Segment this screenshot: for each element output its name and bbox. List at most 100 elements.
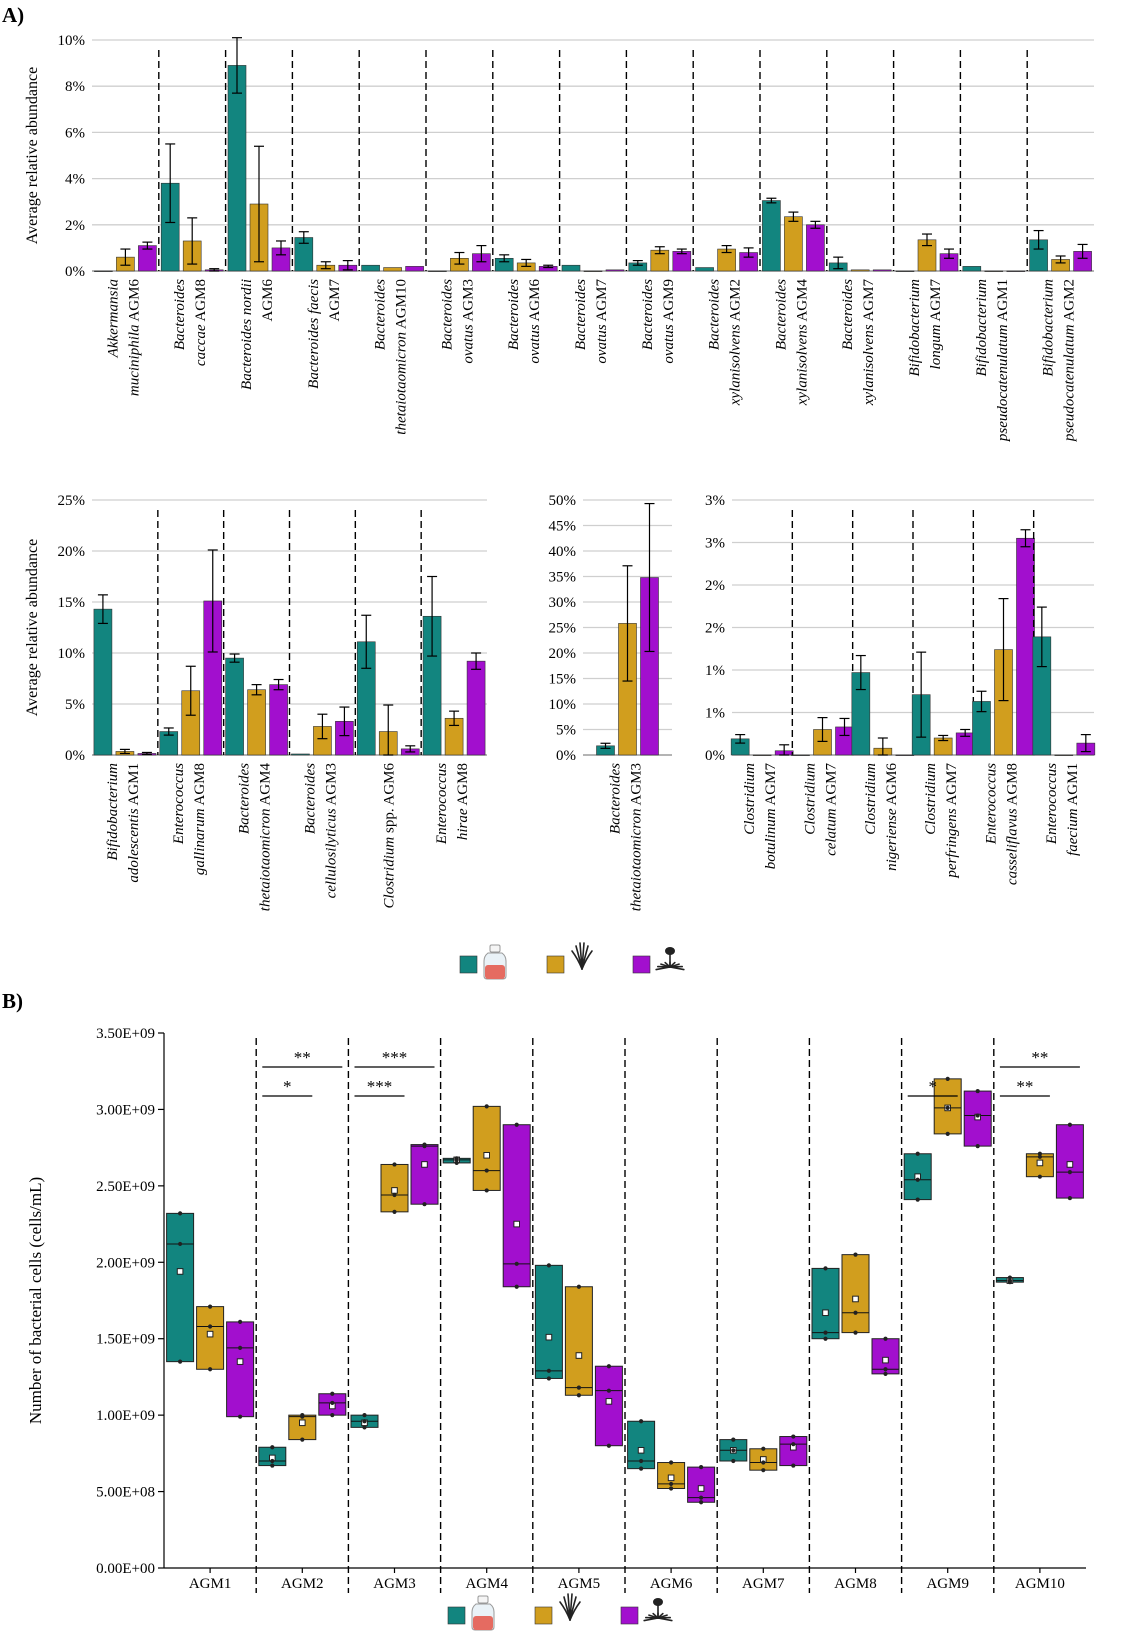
bar [850, 269, 870, 272]
y-tick-label: 3% [705, 493, 725, 509]
category-label: ovatus AGM3 [460, 279, 476, 364]
significance-label: * [283, 1077, 292, 1096]
category-label: Bifidobacterium [907, 279, 923, 377]
x-tick-label: AGM9 [926, 1576, 969, 1592]
y-tick-label: 20% [549, 646, 577, 662]
data-point [1037, 1151, 1042, 1156]
box-mean [882, 1356, 889, 1364]
category-label: Bacteroides [439, 279, 455, 350]
y-tick-label: 0% [65, 748, 85, 764]
x-tick-label: AGM1 [189, 1576, 232, 1592]
box-mean [637, 1447, 645, 1454]
y-tick-label: 0% [65, 264, 85, 280]
data-point [208, 1324, 213, 1329]
y-tick-label: 10% [549, 697, 577, 713]
data-point [362, 1413, 367, 1418]
bar [695, 267, 714, 272]
legend-swatch [459, 955, 478, 974]
box-mean [299, 1419, 306, 1427]
legend-swatch [546, 955, 565, 974]
significance-label: *** [367, 1077, 393, 1096]
data-point [178, 1359, 183, 1364]
data-point [791, 1434, 796, 1439]
data-point [546, 1263, 552, 1268]
x-tick-label: AGM3 [373, 1576, 416, 1592]
data-point [606, 1443, 612, 1448]
y-tick-label: 15% [58, 595, 86, 611]
y-tick-label: 0% [556, 748, 576, 764]
category-label: Bifidobacterium [974, 279, 990, 377]
plant-flower [665, 947, 675, 955]
category-label: thetaiotaomicron AGM4 [258, 763, 274, 912]
category-label: thetaiotaomicron AGM3 [629, 763, 645, 911]
legend-swatch [620, 1606, 639, 1625]
data-point [454, 1160, 459, 1166]
bar [583, 270, 603, 272]
category-label: Enterococcus [171, 763, 187, 845]
category-label: Bacteroides [707, 279, 723, 350]
bar [1006, 270, 1026, 272]
panel-b-label: B) [2, 989, 23, 1013]
y-tick-label: 15% [549, 672, 577, 688]
data-point [791, 1442, 796, 1447]
data-point [699, 1495, 704, 1500]
data-point [669, 1460, 674, 1465]
chart-a-top: 0% 2% 4% 6% 8% 10% Average relative abundance A… [24, 33, 1094, 442]
plant-leaf [669, 966, 685, 971]
data-point [975, 1088, 980, 1094]
bar [561, 264, 581, 272]
agave-leaf [581, 950, 593, 970]
y-tick-label: 50% [549, 493, 577, 509]
data-point [330, 1400, 335, 1406]
category-label: muciniphila AGM6 [126, 279, 142, 397]
bottle-liquid [473, 1616, 493, 1630]
data-point [761, 1468, 766, 1473]
category-label: Bacteroides [506, 279, 522, 350]
data-point [238, 1345, 243, 1350]
y-tick-label: 25% [58, 493, 86, 509]
category-label: ovatus AGM6 [527, 279, 543, 364]
data-point [883, 1336, 888, 1341]
x-tick-label: AGM6 [650, 1576, 693, 1592]
box-mean [697, 1485, 705, 1492]
data-point [576, 1385, 582, 1390]
data-point [422, 1144, 427, 1149]
data-point [392, 1209, 397, 1214]
data-point [1067, 1195, 1072, 1201]
category-label: cellulosilyticus AGM3 [323, 763, 339, 898]
plant-leaf [664, 961, 671, 968]
box [226, 1321, 255, 1418]
data-point [699, 1500, 704, 1505]
category-label: Bacteroides [608, 763, 624, 834]
x-tick-label: AGM10 [1015, 1576, 1065, 1592]
legend-swatch [447, 1606, 466, 1625]
chart-b-boxplot: 0.00E+00 5.00E+08 1.00E+09 1.50E+09 2.00E+09… [26, 1026, 1086, 1593]
data-point [238, 1319, 243, 1324]
data-point [853, 1330, 858, 1335]
bottle-liquid [485, 965, 505, 979]
box-mean [545, 1333, 553, 1341]
bar [872, 269, 892, 272]
y-tick-label: 3.00E+09 [96, 1102, 155, 1118]
y-tick-label: 0.00E+00 [96, 1561, 155, 1577]
y-tick-label: 2% [65, 218, 85, 234]
data-point [546, 1368, 552, 1373]
category-label: Enterococcus [434, 763, 450, 845]
bar [94, 270, 113, 272]
data-point [669, 1481, 674, 1487]
bar [984, 270, 1004, 272]
data-point [606, 1388, 612, 1393]
desert-plant-icon [655, 947, 685, 971]
legend-b [447, 1593, 673, 1631]
culture-bottle-icon [483, 944, 507, 980]
data-point [669, 1486, 674, 1491]
y-tick-label: 35% [549, 570, 577, 586]
box [166, 1212, 195, 1363]
data-point [454, 1157, 459, 1162]
y-tick-label: 20% [58, 544, 86, 560]
category-label: Clostridium [742, 763, 758, 835]
box-mean [822, 1309, 829, 1317]
bar [247, 689, 266, 756]
bar [1016, 537, 1035, 756]
